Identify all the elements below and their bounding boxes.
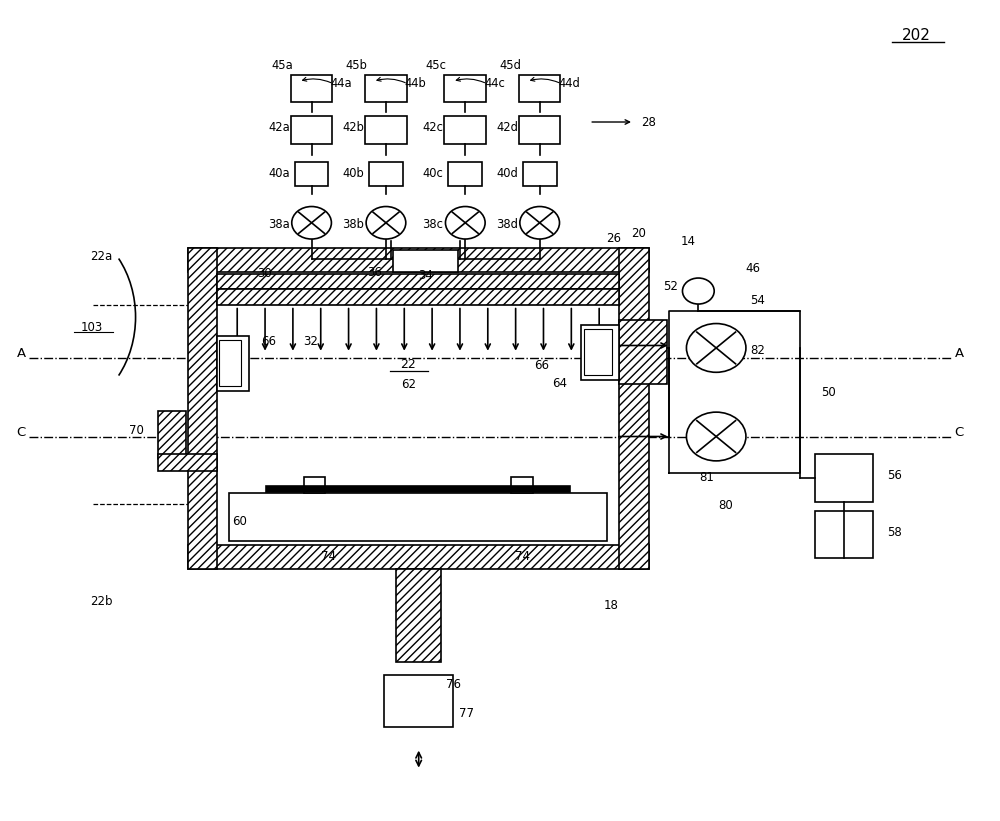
Bar	[523, 162, 557, 186]
Bar	[365, 75, 407, 102]
Text: 18: 18	[604, 599, 619, 612]
Text: 28: 28	[641, 116, 656, 129]
Bar	[304, 477, 325, 493]
Text: A: A	[16, 347, 26, 360]
Bar	[448, 162, 482, 186]
Text: 38c: 38c	[422, 218, 443, 231]
Text: C: C	[16, 426, 26, 439]
Text: 38d: 38d	[496, 218, 518, 231]
Bar	[444, 75, 486, 102]
Bar	[365, 116, 407, 144]
Text: 38a: 38a	[268, 218, 290, 231]
Text: 81: 81	[699, 470, 714, 484]
Text: 66: 66	[261, 335, 276, 348]
Text: A: A	[955, 347, 964, 360]
Text: 82: 82	[750, 344, 765, 357]
Text: 45a: 45a	[271, 59, 293, 72]
Text: 64: 64	[552, 377, 567, 390]
Text: 45b: 45b	[345, 59, 367, 72]
Text: 77: 77	[459, 707, 474, 720]
Text: 44c: 44c	[485, 77, 505, 90]
Text: 76: 76	[446, 678, 461, 690]
Text: 22b: 22b	[90, 595, 113, 608]
Bar	[219, 341, 241, 386]
Circle shape	[682, 278, 714, 304]
Text: 40d: 40d	[496, 167, 518, 180]
Bar	[815, 511, 873, 558]
Text: 202: 202	[902, 28, 931, 43]
Text: 54: 54	[750, 294, 765, 307]
Text: 80: 80	[719, 499, 733, 512]
Bar	[217, 336, 249, 391]
Bar	[619, 320, 667, 384]
Bar	[519, 75, 560, 102]
Text: 42d: 42d	[496, 122, 518, 134]
Text: 74: 74	[321, 550, 336, 563]
Circle shape	[292, 207, 331, 239]
Bar	[158, 454, 217, 470]
Text: 40b: 40b	[342, 167, 364, 180]
Text: 66: 66	[534, 360, 549, 372]
Text: 74: 74	[515, 550, 530, 563]
Bar	[188, 248, 217, 569]
Circle shape	[686, 323, 746, 372]
Bar	[384, 675, 453, 727]
Bar	[217, 289, 619, 305]
Text: C: C	[955, 426, 964, 439]
Bar	[291, 75, 332, 102]
Text: 38b: 38b	[342, 218, 364, 231]
Text: 70: 70	[129, 424, 143, 437]
Text: 22: 22	[400, 358, 416, 370]
Bar	[519, 116, 560, 144]
Text: 62: 62	[401, 378, 416, 391]
Text: 44a: 44a	[331, 77, 352, 90]
Text: 44d: 44d	[559, 77, 580, 90]
Circle shape	[686, 412, 746, 461]
Text: 42b: 42b	[342, 122, 364, 134]
Text: 14: 14	[681, 235, 696, 248]
Bar	[511, 477, 533, 493]
Bar	[158, 410, 186, 459]
Text: 26: 26	[607, 232, 622, 245]
Bar	[444, 116, 486, 144]
Text: 50: 50	[821, 386, 836, 399]
Bar	[188, 248, 649, 273]
Circle shape	[520, 207, 560, 239]
Text: 60: 60	[232, 515, 247, 528]
Text: 22a: 22a	[90, 250, 112, 263]
Bar	[229, 493, 607, 540]
Text: 46: 46	[745, 262, 760, 275]
Bar	[815, 454, 873, 502]
Bar	[584, 329, 612, 375]
Bar	[619, 248, 649, 569]
Text: 32: 32	[303, 335, 318, 348]
Text: 36: 36	[368, 266, 382, 279]
Text: 103: 103	[80, 321, 103, 334]
Text: 34: 34	[418, 269, 433, 282]
Bar	[217, 274, 619, 289]
Text: 52: 52	[663, 280, 678, 292]
Text: 48: 48	[689, 344, 704, 357]
Bar	[188, 544, 649, 569]
Text: 44b: 44b	[405, 77, 427, 90]
Circle shape	[366, 207, 406, 239]
Text: 40a: 40a	[268, 167, 290, 180]
Bar	[581, 324, 619, 380]
Bar	[295, 162, 328, 186]
Bar	[393, 250, 458, 273]
Bar	[396, 569, 441, 663]
Text: 40c: 40c	[422, 167, 443, 180]
Text: 20: 20	[631, 227, 646, 240]
Text: 42a: 42a	[268, 122, 290, 134]
Text: 30: 30	[258, 268, 272, 281]
Text: 45c: 45c	[425, 59, 446, 72]
Text: 56: 56	[887, 469, 902, 482]
Text: 45d: 45d	[499, 59, 521, 72]
Circle shape	[445, 207, 485, 239]
Bar	[291, 116, 332, 144]
Bar	[369, 162, 403, 186]
Text: 42c: 42c	[422, 122, 443, 134]
Text: 58: 58	[887, 526, 902, 539]
